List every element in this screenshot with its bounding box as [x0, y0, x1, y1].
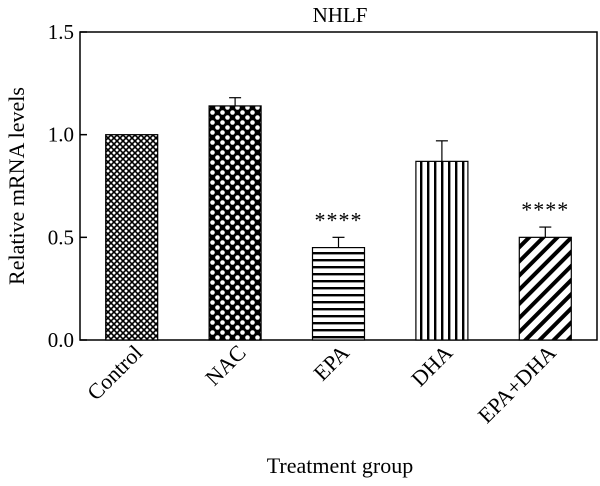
- bar: [311, 247, 366, 341]
- significance-marker: ****: [521, 197, 569, 222]
- y-tick-label: 0.5: [48, 225, 74, 249]
- bar-group-dha: [415, 140, 469, 341]
- bar-group-epa-dha: ****: [518, 197, 572, 341]
- y-tick-label: 0.0: [48, 328, 74, 352]
- bar: [518, 236, 572, 341]
- bar: [105, 134, 159, 341]
- bar-group-control: [105, 134, 159, 341]
- x-tick-label: Control: [82, 340, 147, 405]
- y-tick-label: 1.5: [48, 20, 74, 44]
- bar: [208, 105, 262, 341]
- chart-title: NHLF: [313, 3, 368, 27]
- x-axis-title: Treatment group: [267, 453, 413, 478]
- significance-marker: ****: [315, 207, 363, 232]
- y-axis-title: Relative mRNA levels: [4, 87, 29, 285]
- x-tick-label: EPA+DHA: [473, 340, 561, 428]
- x-tick-label: DHA: [406, 340, 457, 391]
- bars-group: **** ****: [105, 97, 572, 341]
- bar-group-epa: ****: [311, 207, 366, 341]
- y-tick-label: 1.0: [48, 123, 74, 147]
- bar-group-nac: [208, 97, 262, 341]
- x-tick-label: EPA: [308, 340, 354, 386]
- y-axis: 0.0 0.5 1.0 1.5: [48, 20, 87, 352]
- x-axis-labels: Control NAC EPA DHA EPA+DHA: [82, 340, 561, 428]
- bar: [415, 160, 469, 341]
- x-tick-label: NAC: [200, 340, 251, 391]
